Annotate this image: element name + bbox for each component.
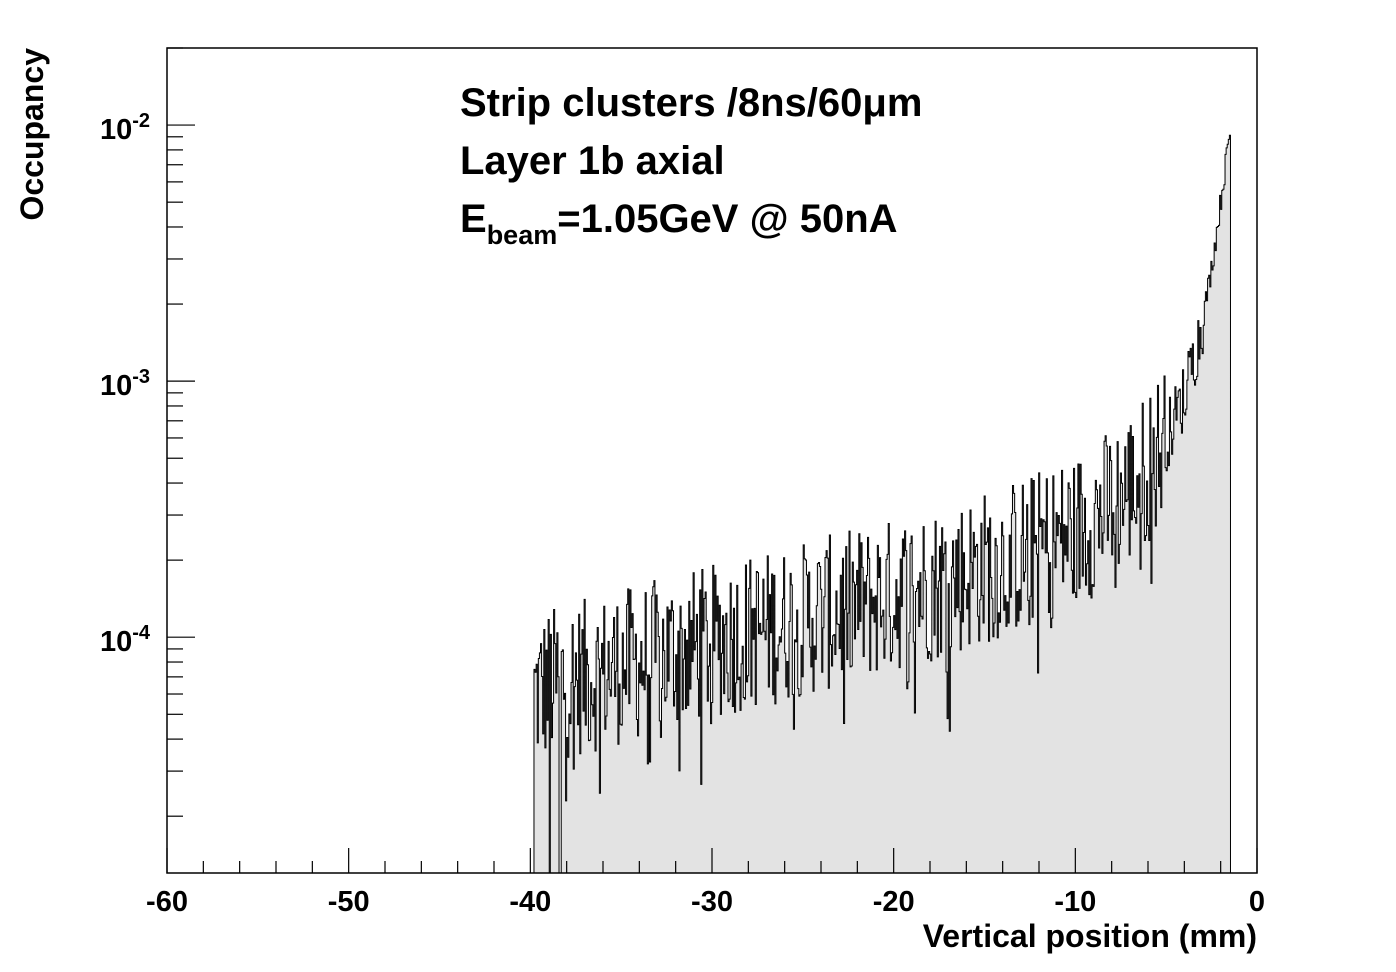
y-tick-base: 10	[100, 114, 132, 146]
annotation-line-2: Layer 1b axial	[460, 139, 725, 183]
y-tick-label: 10-4	[100, 622, 151, 658]
x-tick-label: -20	[873, 886, 915, 918]
histogram-series	[533, 134, 1231, 874]
y-tick-base: 10	[100, 626, 132, 658]
x-tick-label: -30	[691, 886, 733, 918]
annotation-line-1: Strip clusters /8ns/60μm	[460, 81, 922, 125]
annotation-line-3: Ebeam=1.05GeV @ 50nA	[460, 197, 898, 250]
x-axis-title: Vertical position (mm)	[923, 918, 1257, 954]
y-tick-exponent: -2	[132, 110, 150, 132]
y-axis-title: Occupancy	[14, 48, 50, 221]
x-tick-label: -50	[328, 886, 370, 918]
x-axis-ticks: -60 -50 -40 -30 -20 -10 0	[146, 848, 1265, 918]
x-tick-label: -60	[146, 886, 188, 918]
y-tick-label: 10-2	[100, 110, 150, 146]
x-tick-label: -10	[1054, 886, 1096, 918]
annotation-beam-energy-symbol: E	[460, 197, 487, 241]
y-tick-label: 10-3	[100, 366, 150, 402]
annotation-beam-subscript: beam	[487, 220, 558, 250]
annotation-beam-value: =1.05GeV @ 50nA	[557, 197, 897, 241]
y-axis-ticks: 10-410-310-2	[100, 47, 195, 817]
x-tick-label: 0	[1249, 886, 1265, 918]
y-tick-base: 10	[100, 370, 132, 402]
y-tick-exponent: -3	[132, 366, 150, 388]
x-tick-label: -40	[509, 886, 551, 918]
histogram-bins	[533, 134, 1231, 874]
y-tick-exponent: -4	[132, 622, 151, 644]
